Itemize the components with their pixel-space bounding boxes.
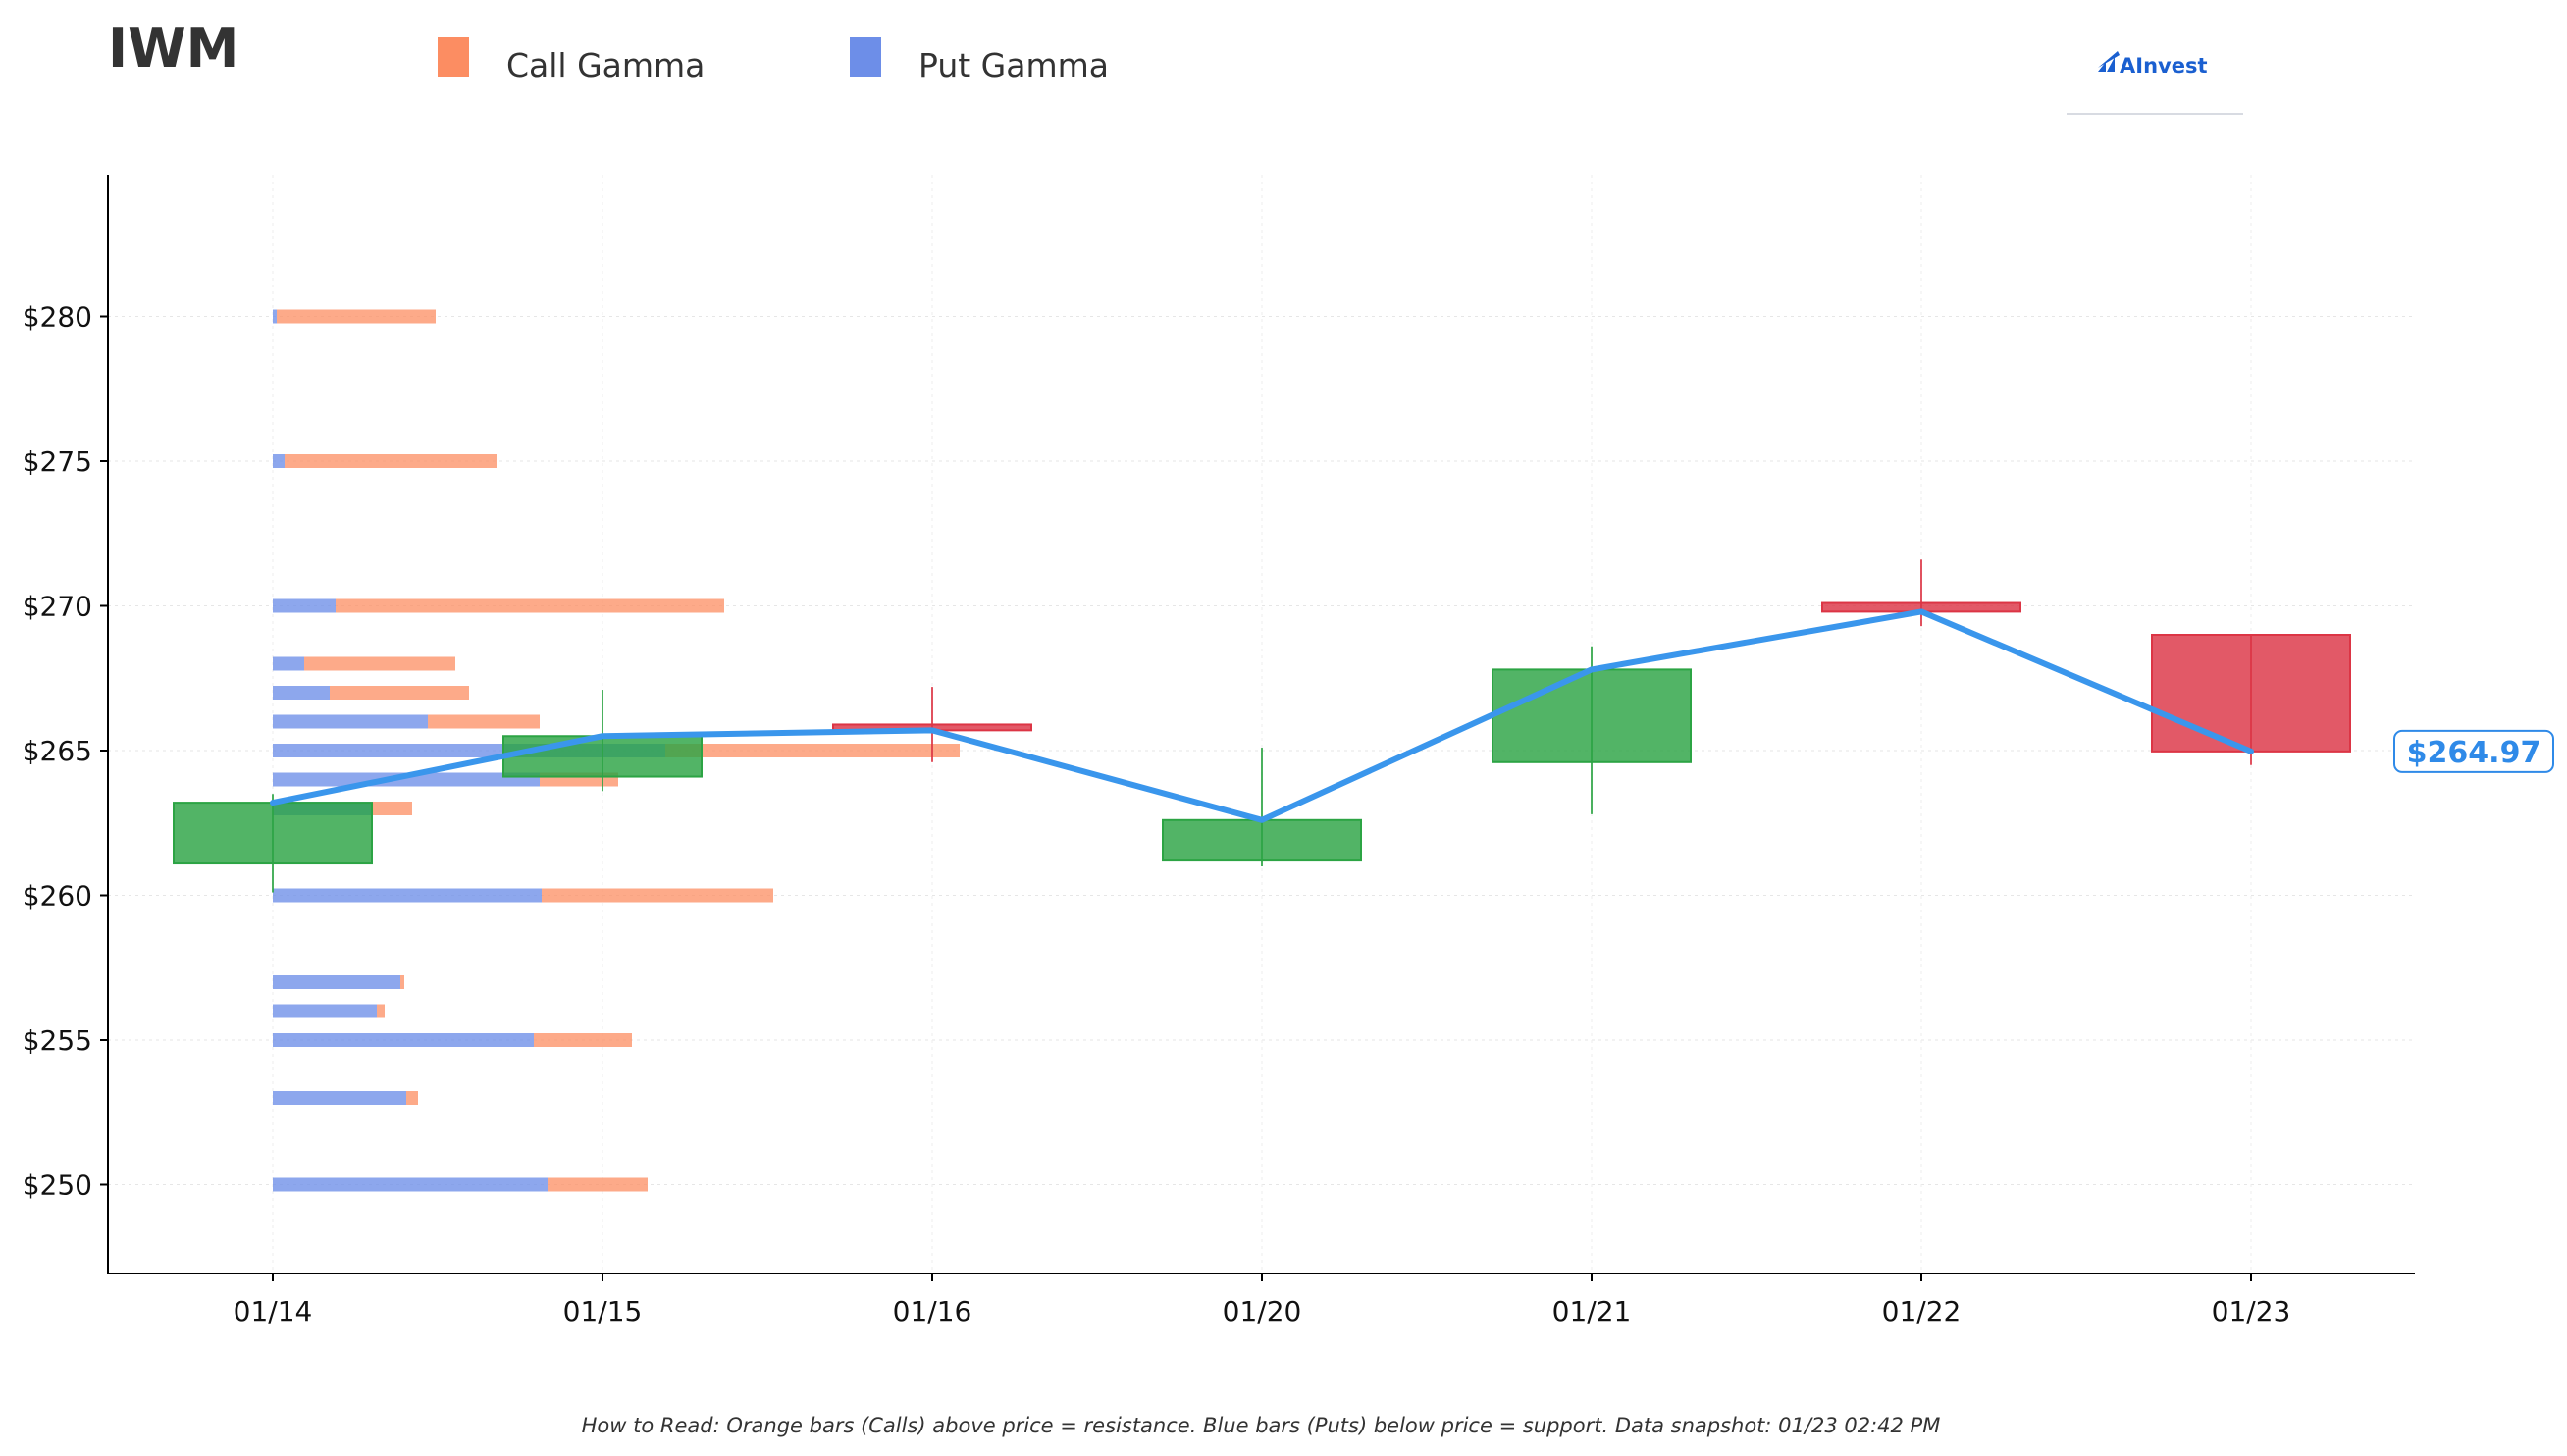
put-gamma-bar [273,309,277,324]
x-tick-label: 01/21 [1552,1295,1632,1327]
call-gamma-bar [285,454,497,468]
current-price-tag: $264.97 [2393,729,2554,773]
call-gamma-bar [330,686,469,700]
price-line [270,608,2254,823]
price-line-layer [270,608,2254,823]
call-gamma-bar [534,1033,632,1047]
x-tick-label: 01/16 [893,1295,972,1327]
price-tag-label: $264.97 [2407,736,2541,770]
y-tick-label: $270 [23,591,92,623]
call-gamma-bar [371,802,412,815]
x-tick-label: 01/14 [234,1295,313,1327]
x-tick-label: 01/20 [1223,1295,1302,1327]
put-gamma-bar [273,454,285,468]
call-gamma-bar [406,1091,418,1105]
candle-body-up [173,802,373,865]
put-gamma-bar [273,772,540,787]
put-gamma-bar [273,888,542,903]
put-gamma-bar [273,598,336,613]
put-gamma-bar [273,686,330,700]
x-tick-label: 01/15 [563,1295,643,1327]
call-gamma-bar [400,975,404,989]
call-gamma-bar [542,888,773,903]
y-tick-label: $255 [23,1024,92,1057]
legend-call-label: Call Gamma [506,46,705,84]
ainvest-logo-icon [2098,51,2120,72]
call-gamma-bar [548,1177,648,1192]
candle-body-up [502,735,703,778]
call-gamma-bar [428,714,540,729]
put-gamma-bar [273,1004,377,1018]
put-gamma-bar [273,1033,534,1047]
y-tick-label: $265 [23,735,92,767]
gamma-bars [273,309,960,1192]
legend: Call Gamma Put Gamma [438,37,1109,84]
put-gamma-bar [273,1177,548,1192]
brand-logo: AInvest [2067,51,2243,115]
call-gamma-bar [277,309,436,324]
call-gamma-bar [377,1004,385,1018]
x-ticks: 01/14 01/15 01/16 01/20 01/21 01/22 01/23 [234,1274,2291,1327]
y-tick-label: $250 [23,1170,92,1202]
candle-body-down [2151,634,2351,753]
put-gamma-bar [273,1091,406,1105]
footer-note: How to Read: Orange bars (Calls) above p… [582,1414,1941,1437]
candles [173,559,2351,893]
put-gamma-bar [273,656,304,671]
put-gamma-bar [273,714,428,729]
x-tick-label: 01/22 [1882,1295,1962,1327]
y-tick-label: $280 [23,301,92,334]
legend-put-swatch [850,37,881,77]
call-gamma-bar [304,656,455,671]
price-tag-box [2393,729,2554,773]
y-tick-label: $275 [23,445,92,478]
candle-body-up [1162,818,1362,862]
y-tick-label: $260 [23,880,92,912]
ticker-title: IWM [108,18,238,79]
put-gamma-bar [273,975,400,989]
brand-name: AInvest [2120,54,2208,78]
legend-put-label: Put Gamma [918,46,1109,84]
call-gamma-bar [665,744,960,757]
call-gamma-bar [336,598,724,613]
y-ticks: $250 $255 $260 $265 $270 $275 $280 [23,301,108,1202]
candle-body-up [1492,668,1692,763]
x-tick-label: 01/23 [2212,1295,2291,1327]
legend-call-swatch [438,37,469,77]
